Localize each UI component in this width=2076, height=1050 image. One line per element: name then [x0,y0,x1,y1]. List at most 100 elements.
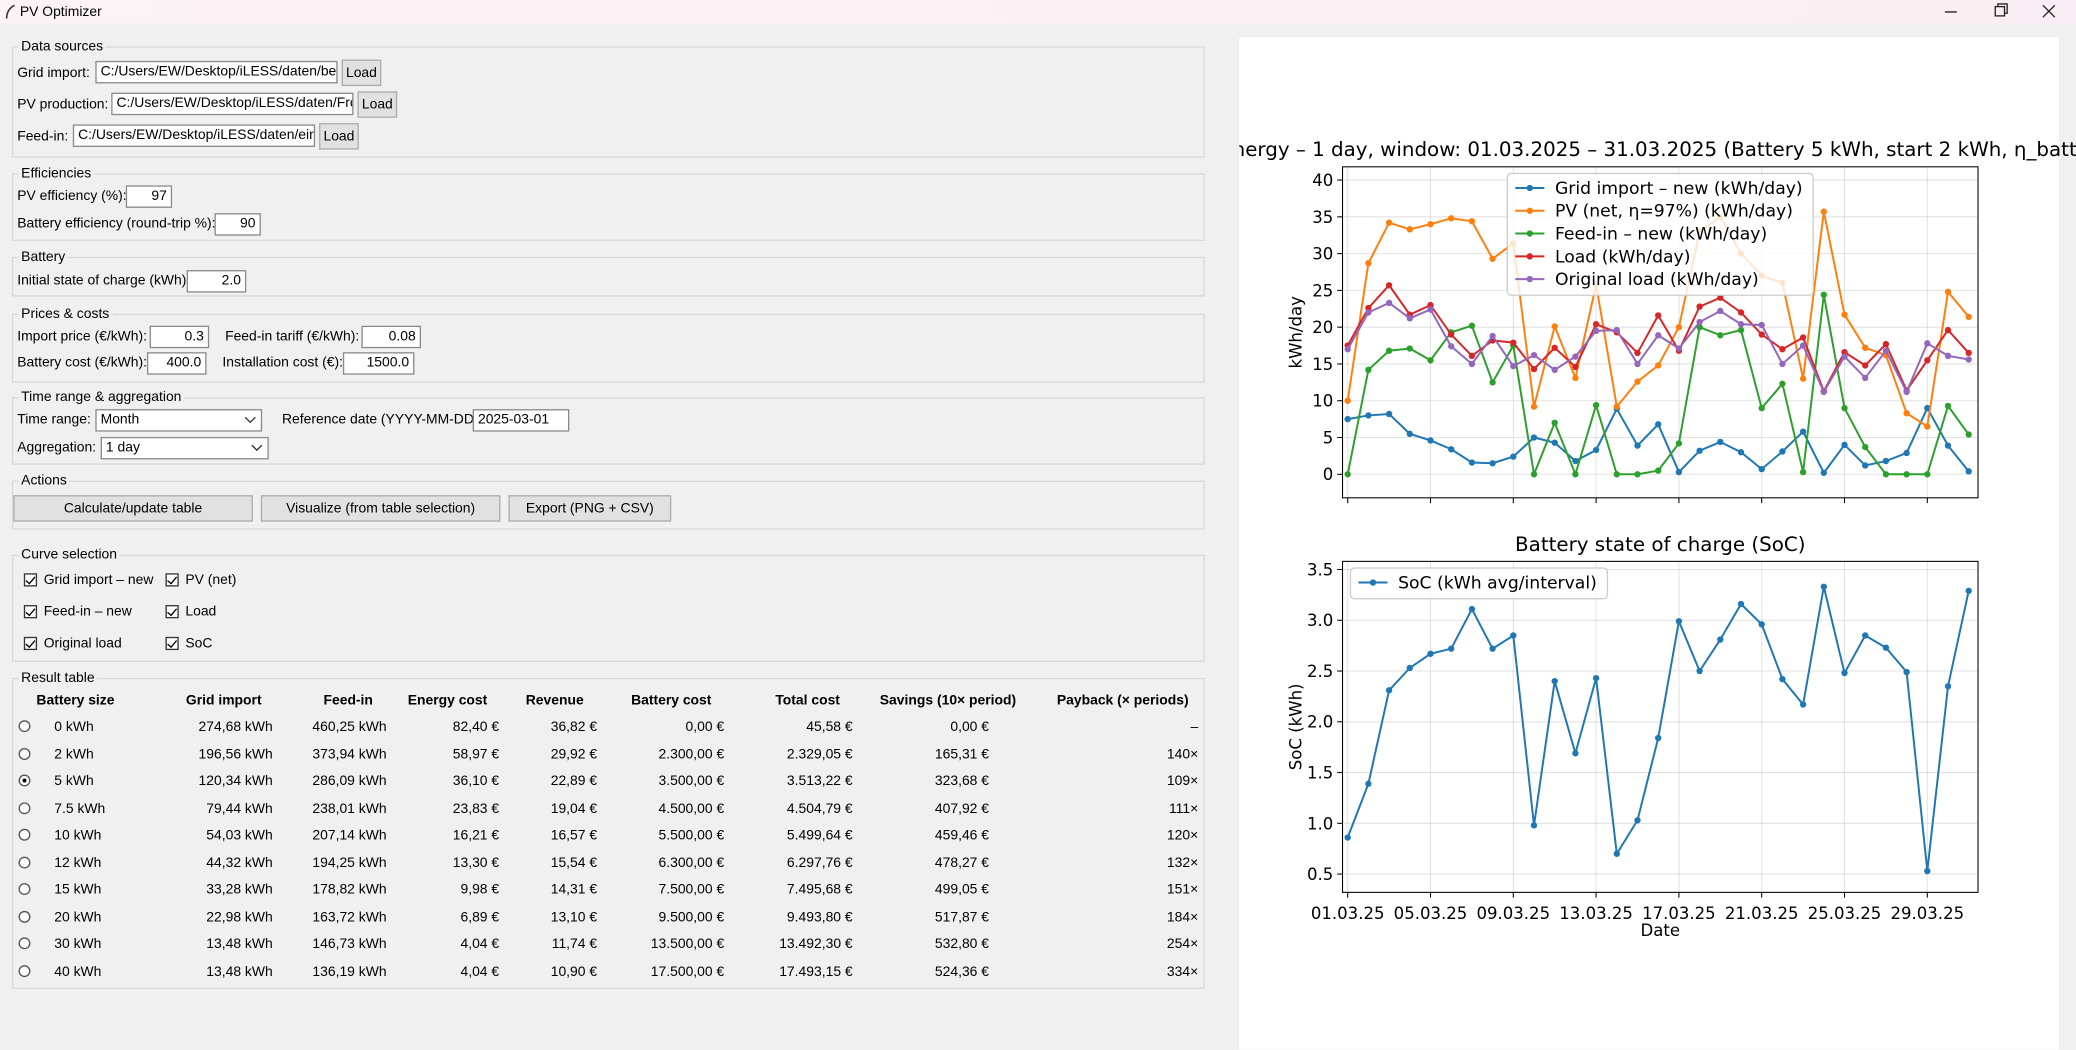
data-point [1345,834,1351,840]
data-point [1717,636,1723,642]
field-label: Battery efficiency (round-trip %): [17,214,215,233]
group-title: Curve selection [19,547,120,563]
data-point [1345,471,1351,477]
time-range-combo[interactable]: Month [95,409,262,432]
data-point [1945,327,1951,333]
data-point [1821,470,1827,476]
row-radio[interactable] [19,747,31,759]
y-tick-label: 3.5 [1307,560,1333,579]
y-axis-label: kWh/day [1286,296,1305,369]
number-input[interactable]: 0.3 [150,326,210,349]
number-input[interactable]: 2.0 [187,270,247,293]
data-point [1655,735,1661,741]
data-point [1841,353,1847,359]
calculate-button[interactable]: Calculate/update table [13,495,253,521]
number-input[interactable]: 400.0 [147,352,207,375]
chart-title: nergy – 1 day, window: 01.03.2025 – 31.0… [1239,138,2076,161]
row-radio[interactable] [19,720,31,732]
data-point [1345,346,1351,352]
group-title: Time range & aggregation [19,389,185,405]
data-point [1531,471,1537,477]
data-point [1552,420,1558,426]
data-point [1862,632,1868,638]
data-point [1883,341,1889,347]
aggregation-combo[interactable]: 1 day [101,437,269,460]
checkbox[interactable] [24,637,37,650]
close[interactable] [2043,5,2055,17]
data-point [1489,379,1495,385]
checkbox[interactable] [165,573,178,586]
row-radio[interactable] [19,965,31,977]
y-tick-label: 40 [1312,171,1333,190]
y-tick-label: 2.0 [1307,713,1333,732]
y-tick-label: 1.5 [1307,764,1333,783]
data-point [1593,328,1599,334]
data-point [1469,459,1475,465]
data-point [1903,389,1909,395]
data-point [1945,403,1951,409]
table-cell: 132× [1026,853,1198,872]
data-point [1676,440,1682,446]
path-input[interactable]: C:/Users/EW/Desktop/iLESS/daten/bezug [95,61,337,84]
legend-label: Original load (kWh/day) [1555,270,1759,290]
y-tick-label: 5 [1323,428,1334,447]
data-point [1966,314,1972,320]
table-cell: 0 kWh [54,718,93,737]
data-point [1469,361,1475,367]
export-button[interactable]: Export (PNG + CSV) [508,495,671,521]
table-cell: 165,31 € [817,745,989,764]
data-point [1386,282,1392,288]
path-input[interactable]: C:/Users/EW/Desktop/iLESS/daten/einspe [73,124,315,147]
data-point [1427,306,1433,312]
load-button[interactable]: Load [319,123,359,149]
number-input[interactable]: 90 [214,213,260,236]
data-point [1552,678,1558,684]
data-point [1966,468,1972,474]
table-cell: 120× [1026,826,1198,845]
row-radio[interactable] [19,802,31,814]
checkbox-label: Load [185,602,216,621]
table-cell: 499,05 € [817,880,989,899]
checkbox[interactable] [165,605,178,618]
data-point [1676,618,1682,624]
row-radio[interactable] [19,856,31,868]
load-button[interactable]: Load [342,60,382,86]
table-cell: 7.5 kWh [54,799,105,818]
data-point [1696,668,1702,674]
row-radio[interactable] [19,775,31,787]
data-point [1717,308,1723,314]
checkbox[interactable] [24,573,37,586]
checkbox[interactable] [165,637,178,650]
maximize[interactable] [1995,7,2004,16]
data-point [1841,405,1847,411]
group-title: Efficiencies [19,165,94,181]
data-point [1759,405,1765,411]
row-radio[interactable] [19,883,31,895]
data-point [1759,331,1765,337]
chart-panel: nergy – 1 day, window: 01.03.2025 – 31.0… [1239,37,2076,1050]
row-radio[interactable] [19,829,31,841]
field-label: Aggregation: [17,438,96,457]
data-point [1883,458,1889,464]
number-input[interactable]: 97 [126,185,172,208]
data-point [1655,362,1661,368]
row-radio[interactable] [19,910,31,922]
path-input[interactable]: C:/Users/EW/Desktop/iLESS/daten/Froniu [111,93,353,116]
date-input[interactable]: 2025-03-01 [473,409,570,432]
x-tick-label: 05.03.25 [1394,904,1468,923]
y-tick-label: 0 [1323,465,1334,484]
load-button[interactable]: Load [357,91,397,117]
table-cell: 334× [1026,962,1198,981]
number-input[interactable]: 0.08 [361,326,421,349]
data-point [1510,363,1516,369]
table-cell: 0,00 € [817,718,989,737]
checkbox[interactable] [24,605,37,618]
column-header: Payback (× periods) [1017,691,1229,710]
table-cell: 323,68 € [817,772,989,791]
row-radio[interactable] [19,937,31,949]
number-input[interactable]: 1500.0 [343,352,414,375]
x-tick-label: 13.03.25 [1559,904,1633,923]
data-point [1469,323,1475,329]
visualize-button[interactable]: Visualize (from table selection) [261,495,501,521]
field-label: Battery cost (€/kWh): [17,354,147,373]
